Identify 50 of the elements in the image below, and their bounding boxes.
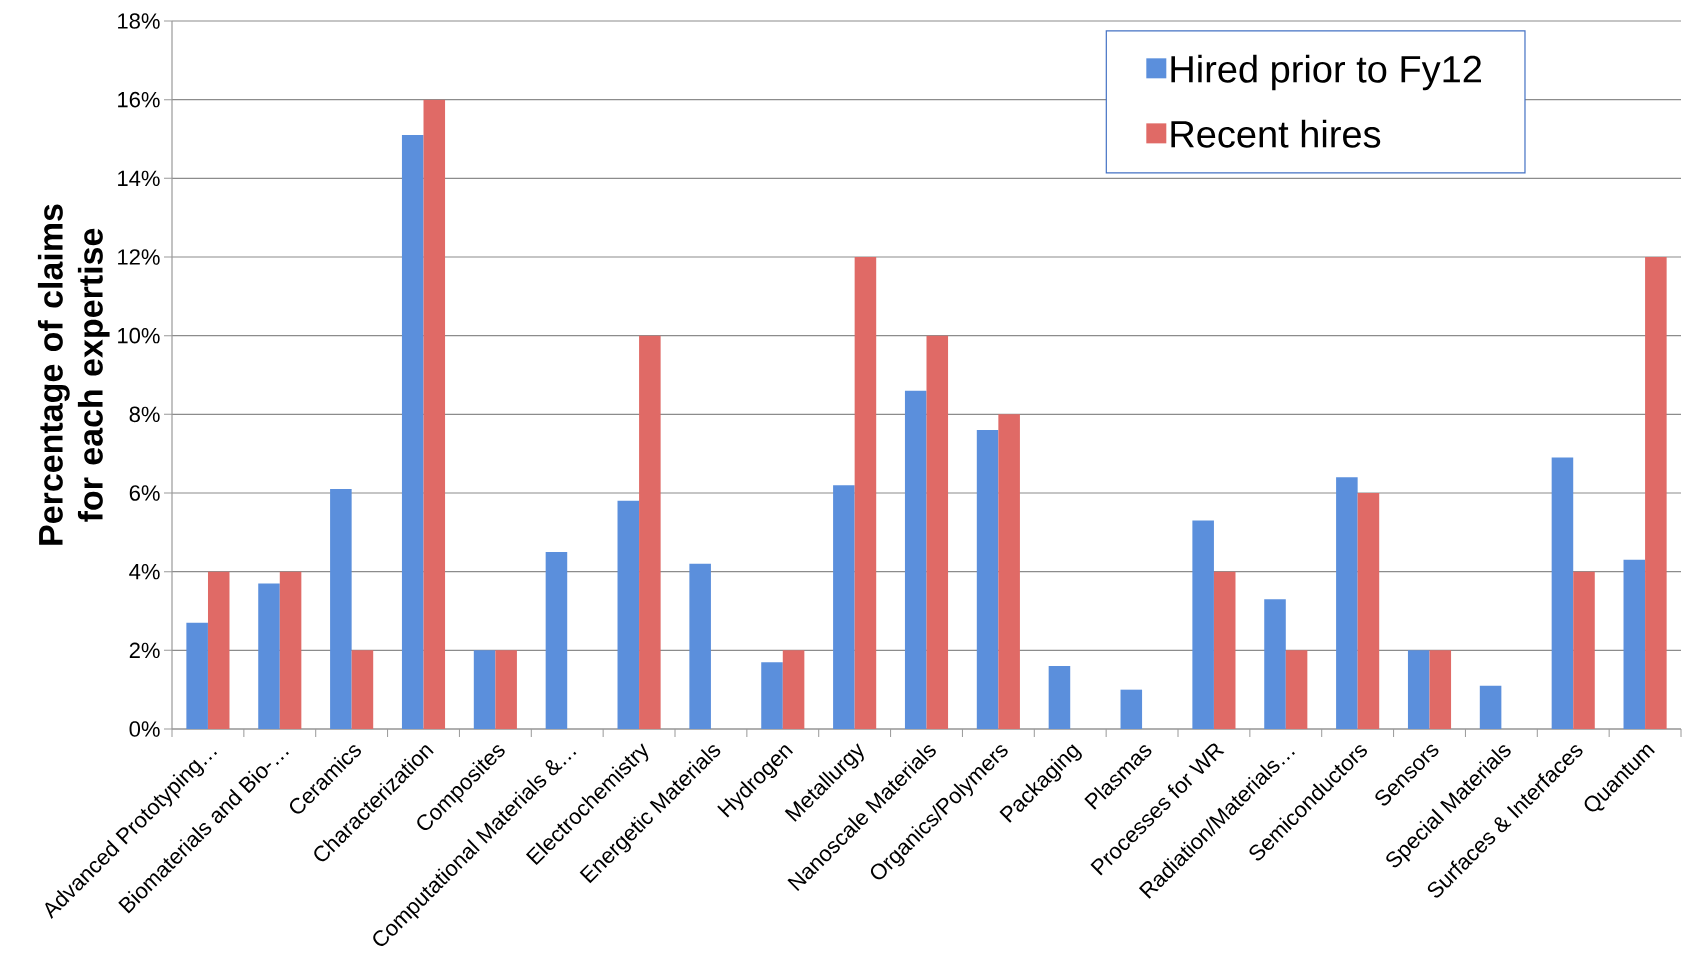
bar <box>761 662 783 729</box>
bar <box>1048 666 1071 729</box>
bar <box>639 335 661 729</box>
y-tick-label: 0% <box>129 721 160 737</box>
y-tick-label: 18% <box>118 13 160 29</box>
legend-label: Hired prior to Fy12 <box>1171 54 1482 91</box>
y-axis-title: Percentage of claims for each expertise <box>37 204 110 545</box>
bar <box>545 552 568 729</box>
bar <box>1429 650 1452 729</box>
bar <box>1336 477 1358 729</box>
bar <box>1551 457 1574 729</box>
bar <box>976 430 999 729</box>
bar <box>833 485 855 729</box>
bar <box>473 650 496 729</box>
y-tick-label: 16% <box>118 91 160 108</box>
bar <box>1285 650 1308 729</box>
y-tick-label: 4% <box>129 563 160 580</box>
bar <box>495 650 517 729</box>
y-tick-label: 10% <box>118 327 160 344</box>
bar <box>782 650 805 729</box>
bar <box>207 571 230 729</box>
bar <box>1573 571 1595 729</box>
bar <box>186 622 208 729</box>
y-tick-label: 6% <box>129 485 160 501</box>
y-tick-label: 12% <box>118 249 160 265</box>
bar <box>854 257 877 729</box>
bar <box>998 414 1020 729</box>
legend-label: Recent hires <box>1171 119 1381 148</box>
bar <box>1623 559 1646 729</box>
bar <box>1645 257 1667 729</box>
bar <box>351 650 374 729</box>
bar <box>401 135 424 729</box>
bar <box>926 335 949 729</box>
bar <box>330 489 352 729</box>
bar <box>1479 685 1502 729</box>
y-tick-label: 2% <box>129 642 160 659</box>
bar <box>1213 571 1236 729</box>
bar <box>617 500 640 729</box>
bar <box>1407 650 1430 729</box>
bar <box>423 99 446 729</box>
bar <box>904 390 927 729</box>
bar <box>1192 520 1214 729</box>
bar <box>1357 493 1380 729</box>
y-tick-label: 8% <box>129 406 160 423</box>
bar <box>1120 689 1143 729</box>
bar <box>1264 599 1286 729</box>
bar <box>279 571 302 729</box>
bar <box>258 583 280 729</box>
bar <box>689 563 711 729</box>
y-tick-label: 14% <box>118 170 160 187</box>
